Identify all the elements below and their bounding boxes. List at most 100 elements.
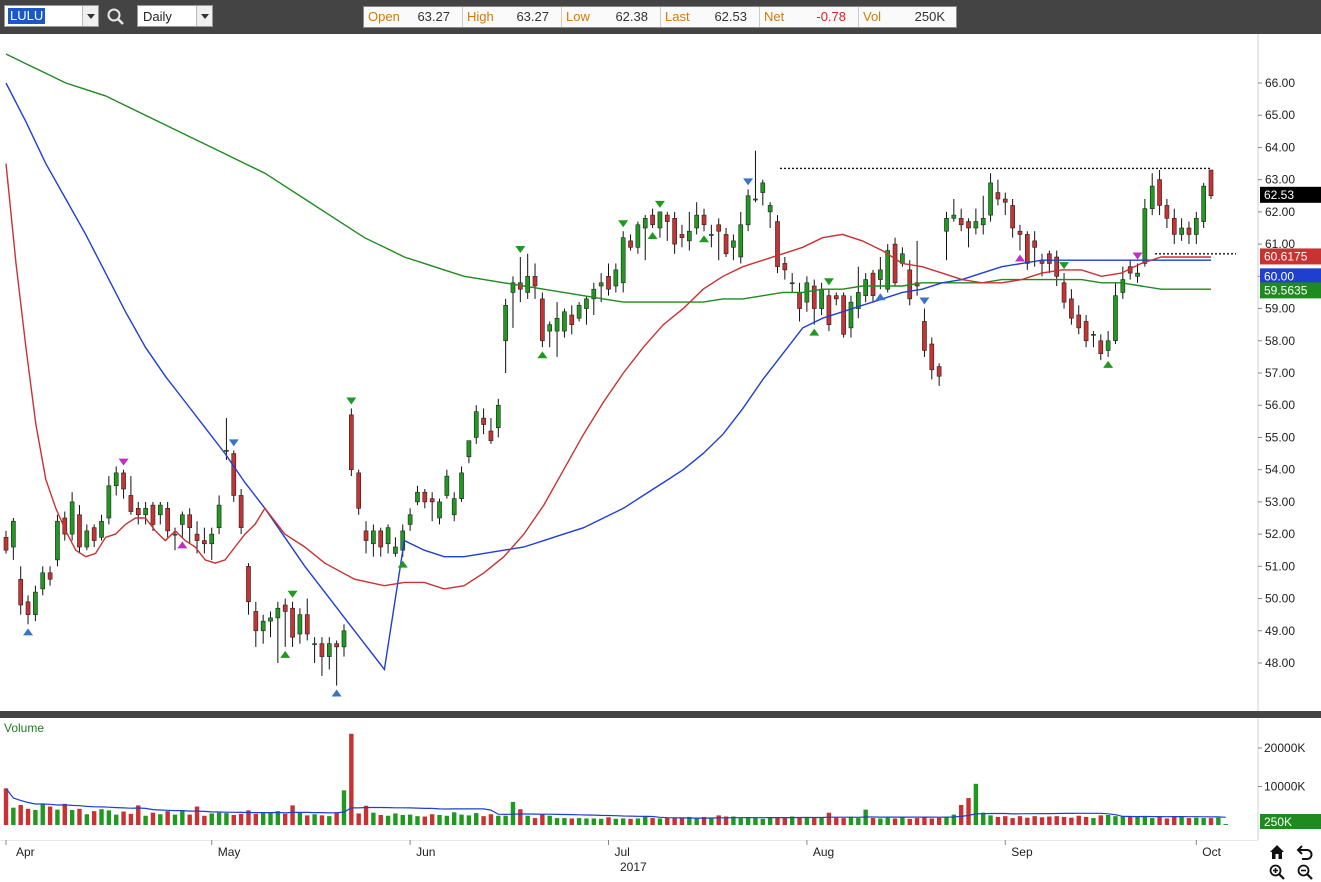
y-tick-label: 51.00 — [1265, 559, 1295, 573]
volume-panel-title: Volume — [4, 721, 45, 735]
candle-body — [11, 520, 16, 548]
volume-bar — [47, 806, 53, 825]
candle-body — [819, 288, 824, 309]
zoom-out-icon[interactable] — [1296, 863, 1314, 881]
candle-body — [1201, 185, 1206, 222]
quote-value: 62.38 — [615, 9, 648, 24]
candle-body — [415, 491, 420, 503]
volume-bar — [1179, 816, 1184, 825]
volume-bar — [1010, 818, 1015, 825]
volume-bar — [628, 818, 633, 825]
search-icon[interactable] — [106, 7, 126, 27]
volume-bar — [1120, 816, 1126, 825]
candle-body — [1208, 169, 1214, 197]
y-tick-label: 58.00 — [1265, 334, 1295, 348]
candle-body — [885, 250, 891, 290]
period-dropdown-button[interactable] — [196, 6, 212, 26]
pivot-marker — [177, 541, 188, 549]
volume-bar — [547, 815, 552, 825]
volume-bar — [981, 812, 986, 825]
price-badge-label: 60.6175 — [1264, 249, 1308, 263]
candle-body — [716, 224, 722, 232]
volume-bar — [1083, 816, 1089, 825]
candle-body — [55, 520, 60, 561]
symbol-combobox[interactable]: LULU — [4, 5, 99, 27]
volume-bar — [283, 813, 288, 825]
candle-body — [958, 218, 964, 226]
volume-bar — [1150, 818, 1155, 825]
period-select[interactable]: Daily — [137, 5, 213, 27]
volume-bar — [518, 809, 523, 825]
candle-body — [113, 472, 119, 487]
symbol-dropdown-button[interactable] — [82, 6, 98, 26]
candle-body — [194, 533, 200, 541]
volume-bar — [900, 816, 905, 825]
y-tick-label: 48.00 — [1265, 656, 1295, 670]
volume-chart[interactable]: 20000K 10000K 250K — [0, 718, 1321, 840]
volume-bar — [319, 815, 325, 825]
panel-divider[interactable] — [0, 711, 1321, 718]
y-tick-label: 50.00 — [1265, 592, 1295, 606]
volume-bar — [1135, 816, 1140, 825]
volume-bar — [775, 817, 780, 825]
price-badge — [1260, 186, 1321, 203]
candle-body — [172, 533, 178, 536]
candle-body — [1171, 218, 1177, 235]
volume-bar — [55, 809, 60, 825]
volume-bar — [187, 814, 192, 825]
candle-body — [510, 282, 516, 293]
candle-body — [393, 546, 398, 554]
toolbar: LULU Daily Open 63.27 High 63.27 Low 62.… — [0, 0, 1321, 34]
zoom-in-icon[interactable] — [1268, 863, 1286, 881]
price-chart[interactable]: 66.00 65.00 64.00 63.00 62.00 61.00 60.00 59.00… — [0, 34, 1321, 711]
month-label: Oct — [1202, 845, 1221, 859]
volume-average-line — [5, 788, 1226, 819]
candle-body — [429, 498, 435, 503]
candle-body — [664, 214, 670, 222]
time-axis: Apr May Jun Jul Aug Sep Oct 2017 — [0, 840, 1258, 874]
candle-body — [319, 643, 325, 657]
candle-body — [789, 282, 795, 285]
candle-body — [157, 504, 163, 516]
candle-body — [180, 514, 185, 525]
volume-bar — [584, 818, 589, 825]
undo-icon[interactable] — [1296, 843, 1314, 861]
candle-body — [1142, 208, 1148, 264]
volume-bar — [819, 818, 824, 825]
pivot-marker — [875, 293, 886, 301]
volume-bar — [936, 817, 942, 825]
volume-bar — [158, 814, 163, 825]
candle-body — [62, 517, 68, 535]
pivot-marker — [346, 397, 357, 405]
volume-bar — [1069, 817, 1074, 825]
pivot-marker — [515, 246, 526, 253]
quote-high: High 63.27 — [463, 7, 562, 27]
candle-body — [304, 614, 310, 635]
volume-bar — [665, 817, 670, 825]
home-icon[interactable] — [1268, 843, 1286, 861]
volume-bar — [231, 814, 236, 825]
quote-label: Last — [665, 9, 690, 24]
candle-body — [1193, 218, 1199, 235]
candle-body — [613, 269, 619, 287]
volume-bar — [1076, 815, 1081, 825]
volume-bar — [290, 805, 295, 825]
ma-fast-line — [5, 163, 1211, 590]
candle-body — [40, 572, 46, 590]
volume-bar — [1186, 818, 1192, 825]
candle-body — [407, 514, 413, 525]
volume-bar — [194, 806, 200, 825]
volume-bar — [525, 815, 530, 825]
volume-tick-label: 20000K — [1264, 741, 1305, 755]
volume-bar — [1091, 818, 1096, 825]
candle-body — [253, 611, 259, 632]
candle-body — [135, 508, 141, 516]
pivot-marker — [743, 178, 754, 186]
volume-bar — [701, 816, 707, 825]
symbol-input[interactable]: LULU — [8, 8, 46, 24]
candle-body — [341, 630, 347, 648]
pivot-marker — [118, 458, 129, 466]
candle-body — [848, 301, 854, 329]
volume-bar — [951, 814, 957, 825]
y-tick-label: 61.00 — [1265, 237, 1295, 251]
